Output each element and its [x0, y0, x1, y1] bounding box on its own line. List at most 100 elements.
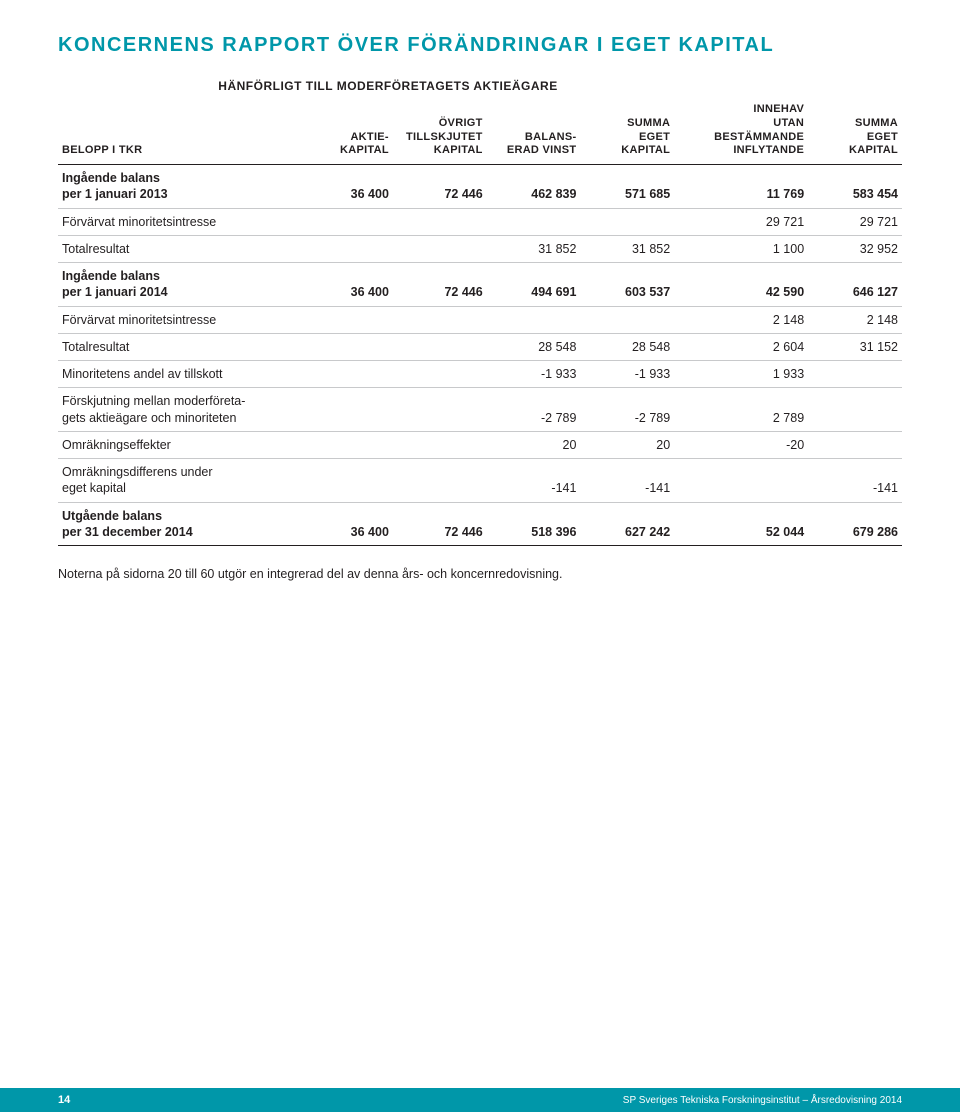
cell-value: [808, 431, 902, 458]
cell-value: 72 446: [393, 263, 487, 307]
cell-value: 36 400: [299, 165, 393, 209]
table-header-row: BELOPP I TKR AKTIE-KAPITAL ÖVRIGTTILLSKJ…: [58, 99, 902, 165]
cell-value: 72 446: [393, 165, 487, 209]
cell-value: 462 839: [487, 165, 581, 209]
header-c3: BALANS-ERAD VINST: [487, 99, 581, 165]
cell-value: 603 537: [580, 263, 674, 307]
row-label: Utgående balansper 31 december 2014: [58, 502, 299, 546]
header-c4: SUMMAEGETKAPITAL: [580, 99, 674, 165]
table-row: Omräkningseffekter2020-20: [58, 431, 902, 458]
table-row: Totalresultat28 54828 5482 60431 152: [58, 333, 902, 360]
cell-value: [674, 459, 808, 503]
cell-value: 627 242: [580, 502, 674, 546]
cell-value: 2 148: [808, 306, 902, 333]
header-c1: AKTIE-KAPITAL: [299, 99, 393, 165]
row-label: Totalresultat: [58, 235, 299, 262]
cell-value: 52 044: [674, 502, 808, 546]
table-row: Totalresultat31 85231 8521 10032 952: [58, 235, 902, 262]
table-row: Förskjutning mellan moderföreta-gets akt…: [58, 388, 902, 432]
cell-value: -1 933: [580, 361, 674, 388]
cell-value: [393, 333, 487, 360]
footer-text: SP Sveriges Tekniska Forskningsinstitut …: [623, 1095, 902, 1106]
cell-value: 29 721: [674, 208, 808, 235]
cell-value: [299, 333, 393, 360]
cell-value: [580, 306, 674, 333]
cell-value: 36 400: [299, 502, 393, 546]
cell-value: 2 604: [674, 333, 808, 360]
cell-value: [299, 388, 393, 432]
table-row: Förvärvat minoritetsintresse 2 1482 148: [58, 306, 902, 333]
cell-value: [299, 459, 393, 503]
footnote: Noterna på sidorna 20 till 60 utgör en i…: [58, 566, 902, 584]
cell-value: [393, 388, 487, 432]
cell-value: -20: [674, 431, 808, 458]
cell-value: 679 286: [808, 502, 902, 546]
cell-value: -141: [808, 459, 902, 503]
cell-value: [393, 208, 487, 235]
table-row: Omräkningsdifferens undereget kapital -14…: [58, 459, 902, 503]
cell-value: 1 100: [674, 235, 808, 262]
row-label: Ingående balansper 1 januari 2014: [58, 263, 299, 307]
cell-value: -2 789: [580, 388, 674, 432]
cell-value: [393, 459, 487, 503]
cell-value: [393, 431, 487, 458]
cell-value: [299, 431, 393, 458]
cell-value: 28 548: [580, 333, 674, 360]
cell-value: 29 721: [808, 208, 902, 235]
page-footer: 14 SP Sveriges Tekniska Forskningsinstit…: [0, 1088, 960, 1112]
cell-value: -1 933: [487, 361, 581, 388]
row-label: Ingående balansper 1 januari 2013: [58, 165, 299, 209]
cell-value: [393, 235, 487, 262]
cell-value: 31 852: [580, 235, 674, 262]
cell-value: [808, 388, 902, 432]
header-c5: INNEHAVUTANBESTÄMMANDEINFLYTANDE: [674, 99, 808, 165]
row-label: Minoritetens andel av tillskott: [58, 361, 299, 388]
cell-value: [299, 208, 393, 235]
cell-value: [487, 208, 581, 235]
cell-value: 2 148: [674, 306, 808, 333]
page-title: KONCERNENS RAPPORT ÖVER FÖRÄNDRINGAR I E…: [58, 34, 902, 57]
cell-value: -2 789: [487, 388, 581, 432]
cell-value: 1 933: [674, 361, 808, 388]
cell-value: 31 852: [487, 235, 581, 262]
page-number: 14: [58, 1094, 70, 1106]
header-c2: ÖVRIGTTILLSKJUTETKAPITAL: [393, 99, 487, 165]
header-c6: SUMMAEGETKAPITAL: [808, 99, 902, 165]
equity-table: BELOPP I TKR AKTIE-KAPITAL ÖVRIGTTILLSKJ…: [58, 99, 902, 546]
cell-value: [299, 306, 393, 333]
cell-value: [487, 306, 581, 333]
cell-value: [393, 306, 487, 333]
cell-value: 72 446: [393, 502, 487, 546]
column-spanner: HÄNFÖRLIGT TILL MODERFÖRETAGETS AKTIEÄGA…: [168, 79, 608, 99]
cell-value: [393, 361, 487, 388]
cell-value: 494 691: [487, 263, 581, 307]
row-label: Förskjutning mellan moderföreta-gets akt…: [58, 388, 299, 432]
cell-value: 42 590: [674, 263, 808, 307]
cell-value: 28 548: [487, 333, 581, 360]
table-row: Förvärvat minoritetsintresse 29 72129 721: [58, 208, 902, 235]
cell-value: 36 400: [299, 263, 393, 307]
cell-value: [299, 235, 393, 262]
row-label: Omräkningsdifferens undereget kapital: [58, 459, 299, 503]
row-label: Förvärvat minoritetsintresse: [58, 208, 299, 235]
cell-value: 2 789: [674, 388, 808, 432]
cell-value: 32 952: [808, 235, 902, 262]
cell-value: [299, 361, 393, 388]
table-row: Utgående balansper 31 december 201436 40…: [58, 502, 902, 546]
cell-value: [808, 361, 902, 388]
table-row: Ingående balansper 1 januari 201436 4007…: [58, 263, 902, 307]
row-label: Omräkningseffekter: [58, 431, 299, 458]
cell-value: [580, 208, 674, 235]
cell-value: 583 454: [808, 165, 902, 209]
row-label: Förvärvat minoritetsintresse: [58, 306, 299, 333]
cell-value: 31 152: [808, 333, 902, 360]
cell-value: -141: [580, 459, 674, 503]
cell-value: 20: [487, 431, 581, 458]
cell-value: 518 396: [487, 502, 581, 546]
table-row: Ingående balansper 1 januari 201336 4007…: [58, 165, 902, 209]
cell-value: 20: [580, 431, 674, 458]
cell-value: -141: [487, 459, 581, 503]
row-label: Totalresultat: [58, 333, 299, 360]
header-label: BELOPP I TKR: [58, 99, 299, 165]
cell-value: 571 685: [580, 165, 674, 209]
